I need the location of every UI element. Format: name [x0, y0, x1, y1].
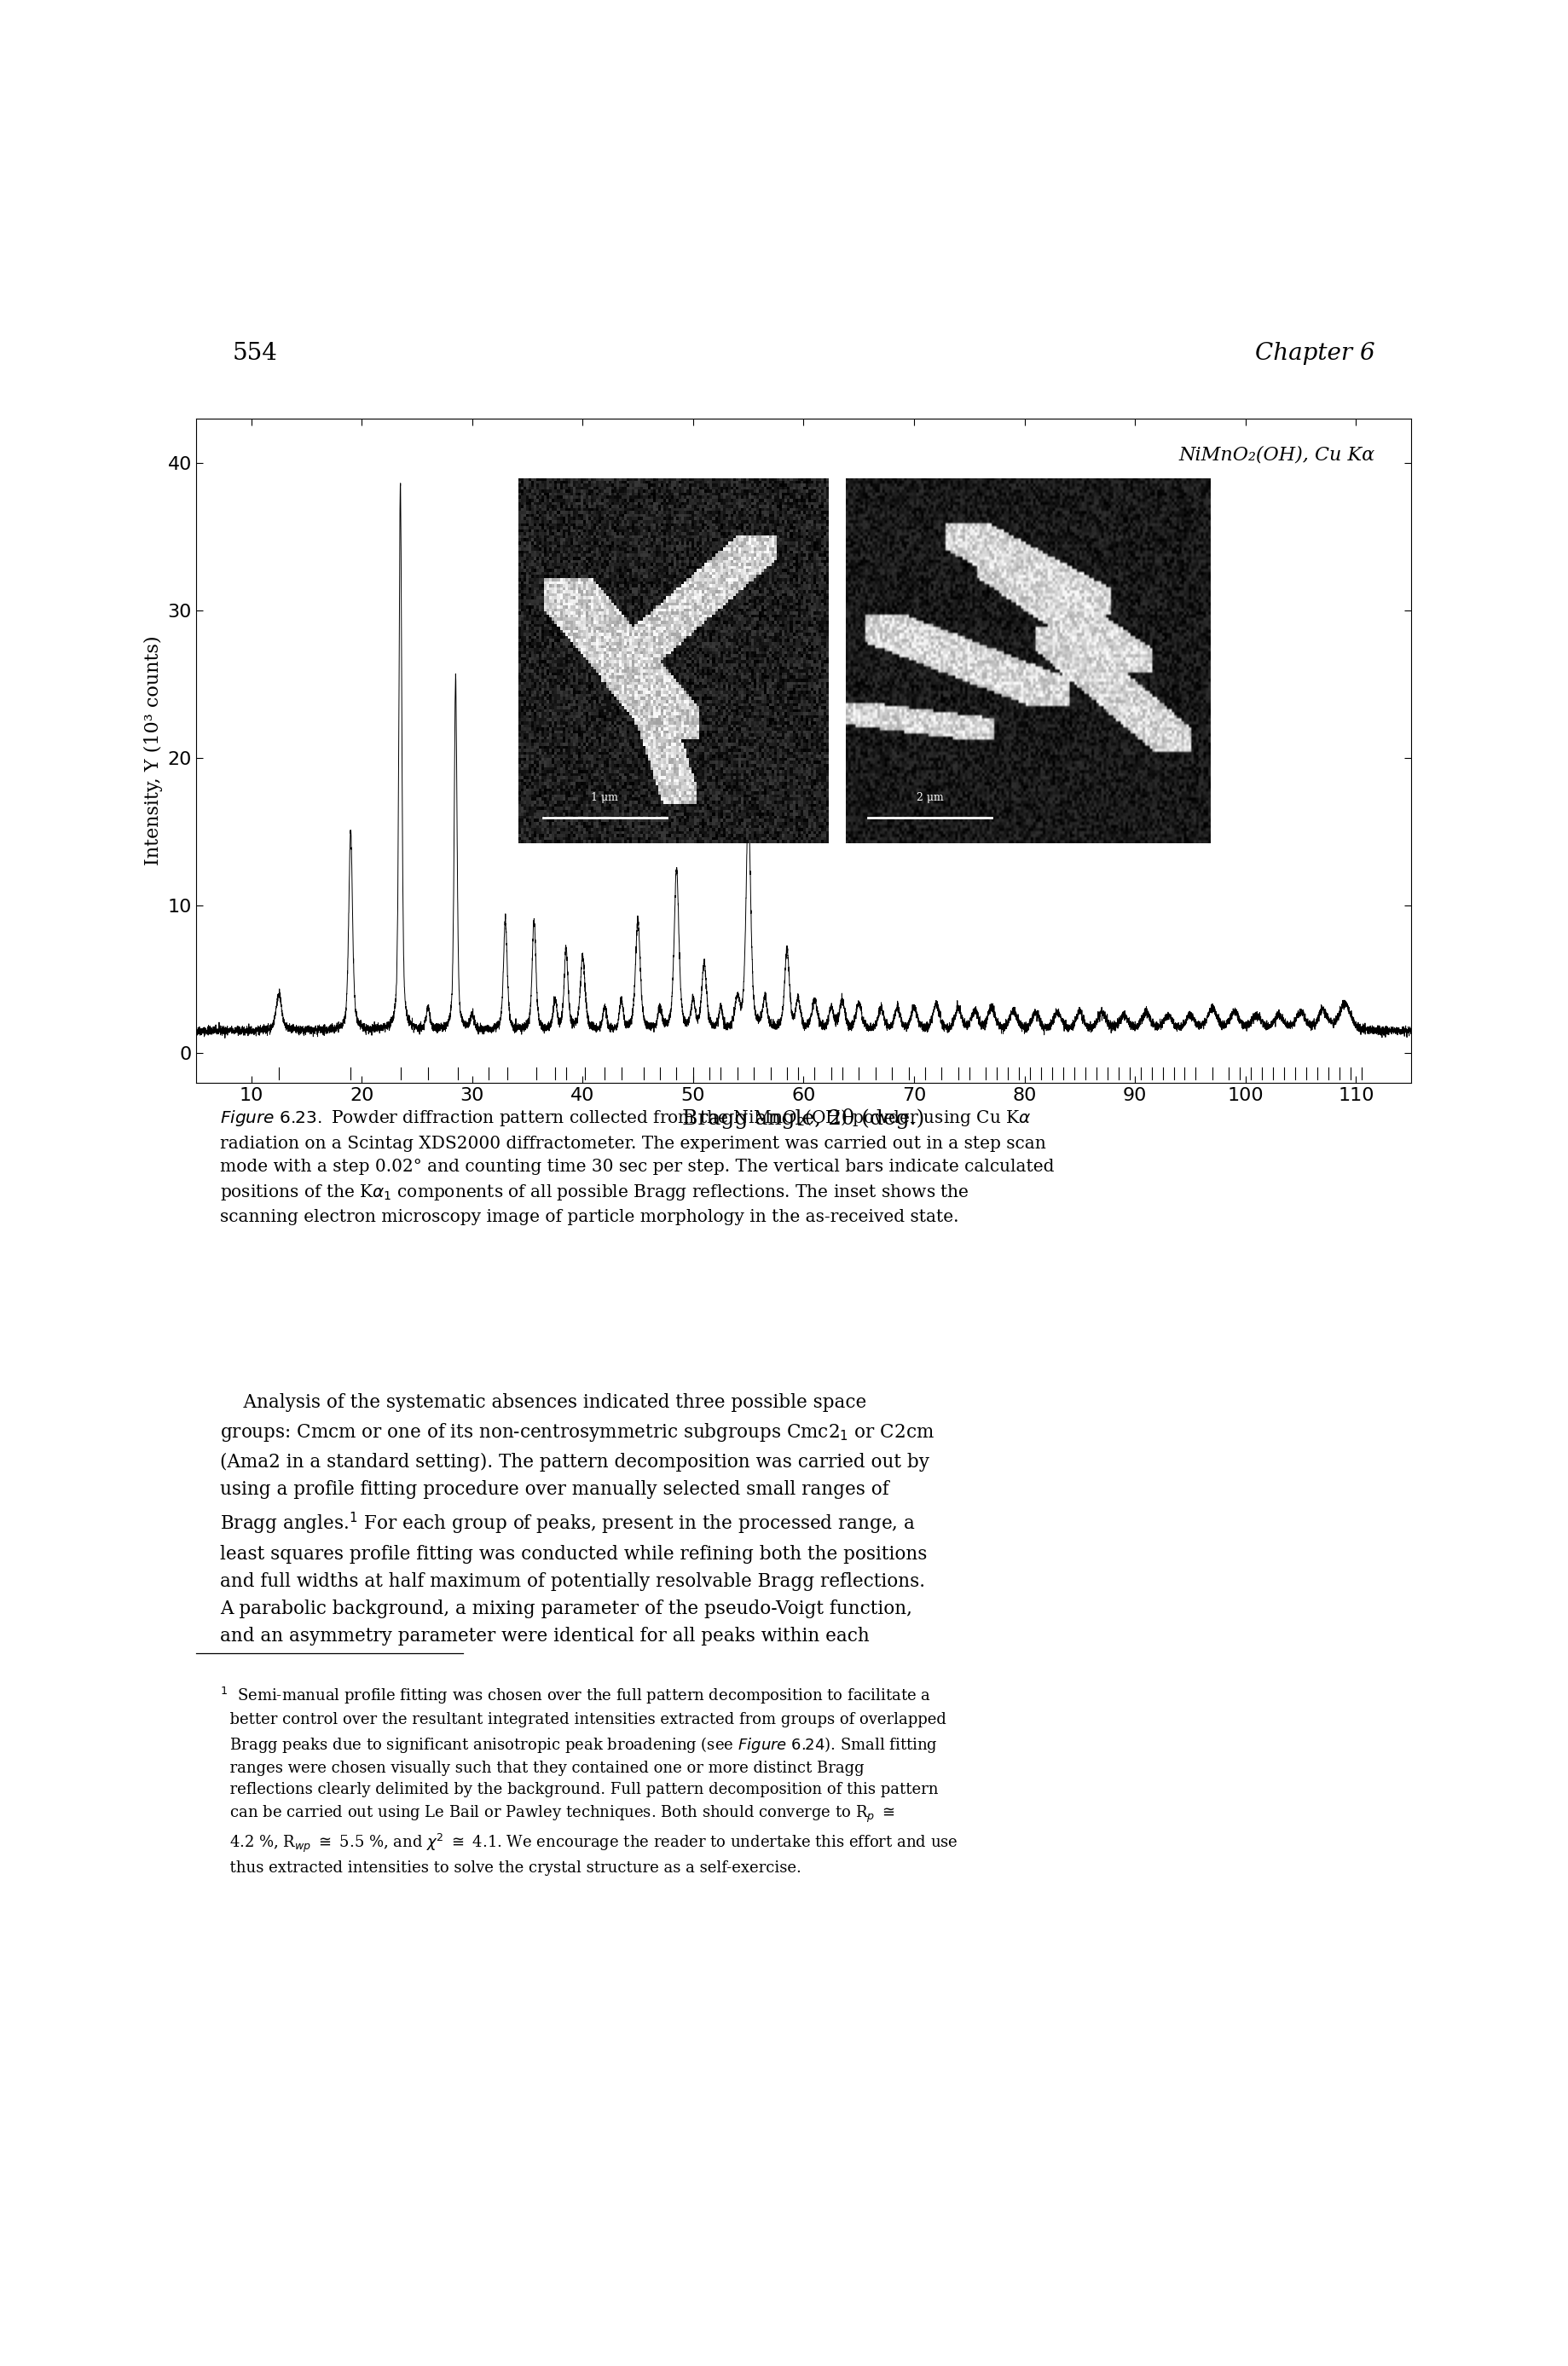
Text: 554: 554	[232, 341, 278, 364]
Text: Chapter 6: Chapter 6	[1254, 341, 1375, 364]
Text: $\it{Figure\ 6.23.}$ Powder diffraction pattern collected from the NiMnO$_2$(OH): $\it{Figure\ 6.23.}$ Powder diffraction …	[220, 1107, 1055, 1226]
Text: NiMnO₂(OH), Cu Kα: NiMnO₂(OH), Cu Kα	[1179, 445, 1375, 464]
X-axis label: Bragg angle, 2θ (deg.): Bragg angle, 2θ (deg.)	[682, 1110, 925, 1129]
Text: Analysis of the systematic absences indicated three possible space
groups: Cmcm : Analysis of the systematic absences indi…	[220, 1394, 935, 1647]
Y-axis label: Intensity, Y (10³ counts): Intensity, Y (10³ counts)	[144, 636, 163, 866]
Text: $^1$  Semi-manual profile fitting was chosen over the full pattern decomposition: $^1$ Semi-manual profile fitting was cho…	[220, 1685, 958, 1876]
